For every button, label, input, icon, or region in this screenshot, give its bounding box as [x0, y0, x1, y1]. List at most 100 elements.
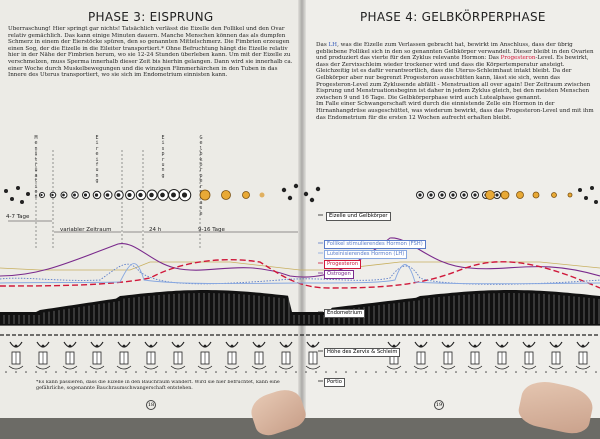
cycle-diagram: [0, 150, 600, 382]
portio-dot: [555, 371, 557, 373]
cell-dot: [584, 196, 588, 200]
portio-dot: [365, 371, 367, 373]
portio-dot: [335, 371, 337, 373]
mucus-dot: [95, 344, 99, 348]
portio-dot: [345, 371, 347, 373]
portio-dot: [185, 371, 187, 373]
corpus-luteum: [551, 192, 557, 198]
portio-dot: [175, 371, 177, 373]
right-body-part: -Level. Es bewirkt, dass der Zervixschle…: [316, 55, 594, 121]
mucus-dot: [257, 344, 261, 348]
follicle-core: [73, 193, 76, 197]
oestrogen-curve: [0, 237, 600, 278]
portio-curve: [197, 365, 213, 370]
follicle-core: [138, 192, 143, 198]
legend-endometrium: Endometrium: [324, 309, 366, 318]
portio-dot: [235, 371, 237, 373]
portio-dot: [215, 371, 217, 373]
phase-label-eisprung: E i s p r u n g: [161, 135, 165, 179]
cell-dot: [309, 197, 315, 203]
cervix-icon: [440, 341, 456, 370]
portio-dot: [105, 371, 107, 373]
mucus-dot: [473, 344, 477, 348]
portio-dot: [155, 371, 157, 373]
cell-dot: [287, 195, 293, 201]
portio-dot: [205, 371, 207, 373]
portio-curve: [116, 365, 132, 370]
duration-gelbkoerperphase: 9-16 Tage: [198, 227, 225, 233]
portio-curve: [440, 365, 456, 370]
portio-curve: [89, 365, 105, 370]
mucus-dot: [311, 344, 315, 348]
cervix-icon: [35, 341, 51, 370]
legend-oestrogen: Östrogen: [324, 270, 354, 279]
follicle-core: [105, 193, 110, 197]
cervix-icon: [8, 341, 24, 370]
portio-dot: [5, 371, 7, 373]
corpus-luteum: [532, 191, 540, 199]
phase-span-arrows: [8, 220, 298, 233]
cervix-icon: [305, 341, 321, 370]
portio-curve: [278, 365, 294, 370]
follicle-core: [473, 193, 477, 197]
page-number-left: 18: [146, 400, 156, 410]
right-page-title: PHASE 4: GELBKÖRPERPHASE: [360, 10, 546, 24]
portio-dot: [425, 371, 427, 373]
duration-eisprung: 24 h: [149, 227, 162, 233]
portio-dot: [285, 371, 287, 373]
right-body-part: Das: [316, 42, 329, 48]
endometrium-mass: [0, 290, 600, 325]
portio-dot: [55, 371, 57, 373]
portio-curve: [143, 365, 159, 370]
portio-dot: [275, 371, 277, 373]
cervix-icon: [116, 341, 132, 370]
cell-dot: [315, 186, 321, 192]
portio-dot: [255, 371, 257, 373]
cell-dot: [26, 192, 30, 196]
portio-dot: [405, 371, 407, 373]
mucus-dot: [230, 344, 234, 348]
endometrium-band: [0, 290, 600, 326]
portio-dot: [595, 371, 597, 373]
mucus-dot: [68, 344, 72, 348]
portio-dot: [585, 371, 587, 373]
portio-dot: [475, 371, 477, 373]
legend-portio: Portio: [324, 378, 345, 387]
corpus-luteum: [199, 189, 211, 201]
portio-curve: [575, 365, 591, 370]
follicle-core: [83, 193, 88, 197]
portio-dot: [495, 371, 497, 373]
portio-dot: [565, 371, 567, 373]
portio-dot: [415, 371, 417, 373]
corpus-luteum: [221, 190, 231, 200]
mucus-dot: [149, 344, 153, 348]
portio-dot: [85, 371, 87, 373]
duration-eireifung: variabler Zeitraum: [60, 227, 112, 233]
portio-dot: [295, 371, 297, 373]
portio-dot: [15, 371, 17, 373]
portio-dot: [25, 371, 27, 373]
cervix-icon: [413, 341, 429, 370]
portio-dot: [445, 371, 447, 373]
cell-dot: [20, 200, 24, 204]
portio-dot: [575, 371, 577, 373]
duration-menstruation: 4-7 Tage: [6, 214, 30, 220]
progesteron-curve: [0, 259, 600, 289]
portio-curve: [386, 365, 402, 370]
right-body-text: Das LH, was die Eizelle zum Verlassen ge…: [316, 42, 594, 138]
portio-dot: [385, 371, 387, 373]
cell-dot: [590, 186, 594, 190]
follicle-core: [495, 193, 499, 197]
portio-dot: [395, 371, 397, 373]
cervix-icon: [575, 341, 591, 370]
portio-dot: [325, 371, 327, 373]
follicle-core: [440, 193, 444, 197]
follicle-core: [418, 193, 422, 197]
portio-dot: [35, 371, 37, 373]
right-body-part: Progesteron: [500, 55, 536, 62]
portio-dot: [75, 371, 77, 373]
portio-dot: [45, 371, 47, 373]
mucus-dot: [419, 344, 423, 348]
portio-curve: [521, 365, 537, 370]
portio-dot: [545, 371, 547, 373]
